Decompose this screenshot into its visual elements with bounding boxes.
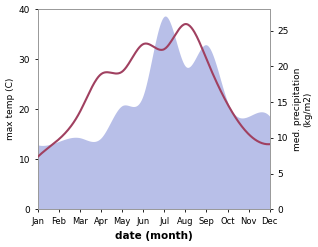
X-axis label: date (month): date (month) bbox=[115, 231, 193, 242]
Y-axis label: max temp (C): max temp (C) bbox=[5, 78, 15, 140]
Y-axis label: med. precipitation
(kg/m2): med. precipitation (kg/m2) bbox=[293, 67, 313, 151]
